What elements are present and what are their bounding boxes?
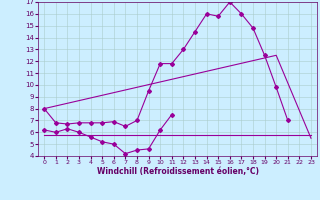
X-axis label: Windchill (Refroidissement éolien,°C): Windchill (Refroidissement éolien,°C) — [97, 167, 259, 176]
